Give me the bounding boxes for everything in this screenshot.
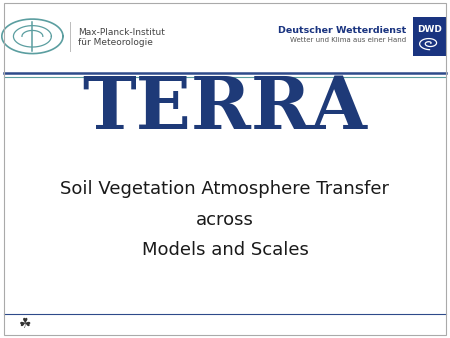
Text: Models and Scales: Models and Scales (142, 241, 308, 259)
Bar (413, 17, 446, 56)
Text: Soil Vegetation Atmosphere Transfer: Soil Vegetation Atmosphere Transfer (60, 180, 390, 198)
Text: DWD: DWD (417, 25, 442, 34)
Text: across: across (196, 211, 254, 229)
Text: TERRA: TERRA (82, 73, 368, 144)
Text: Max-Planck-Institut: Max-Planck-Institut (78, 28, 165, 37)
Text: für Meteorologie: für Meteorologie (78, 38, 153, 47)
Text: Deutscher Wetterdienst: Deutscher Wetterdienst (278, 26, 406, 35)
Text: ☘: ☘ (18, 317, 31, 331)
Text: Wetter und Klima aus einer Hand: Wetter und Klima aus einer Hand (290, 38, 406, 43)
